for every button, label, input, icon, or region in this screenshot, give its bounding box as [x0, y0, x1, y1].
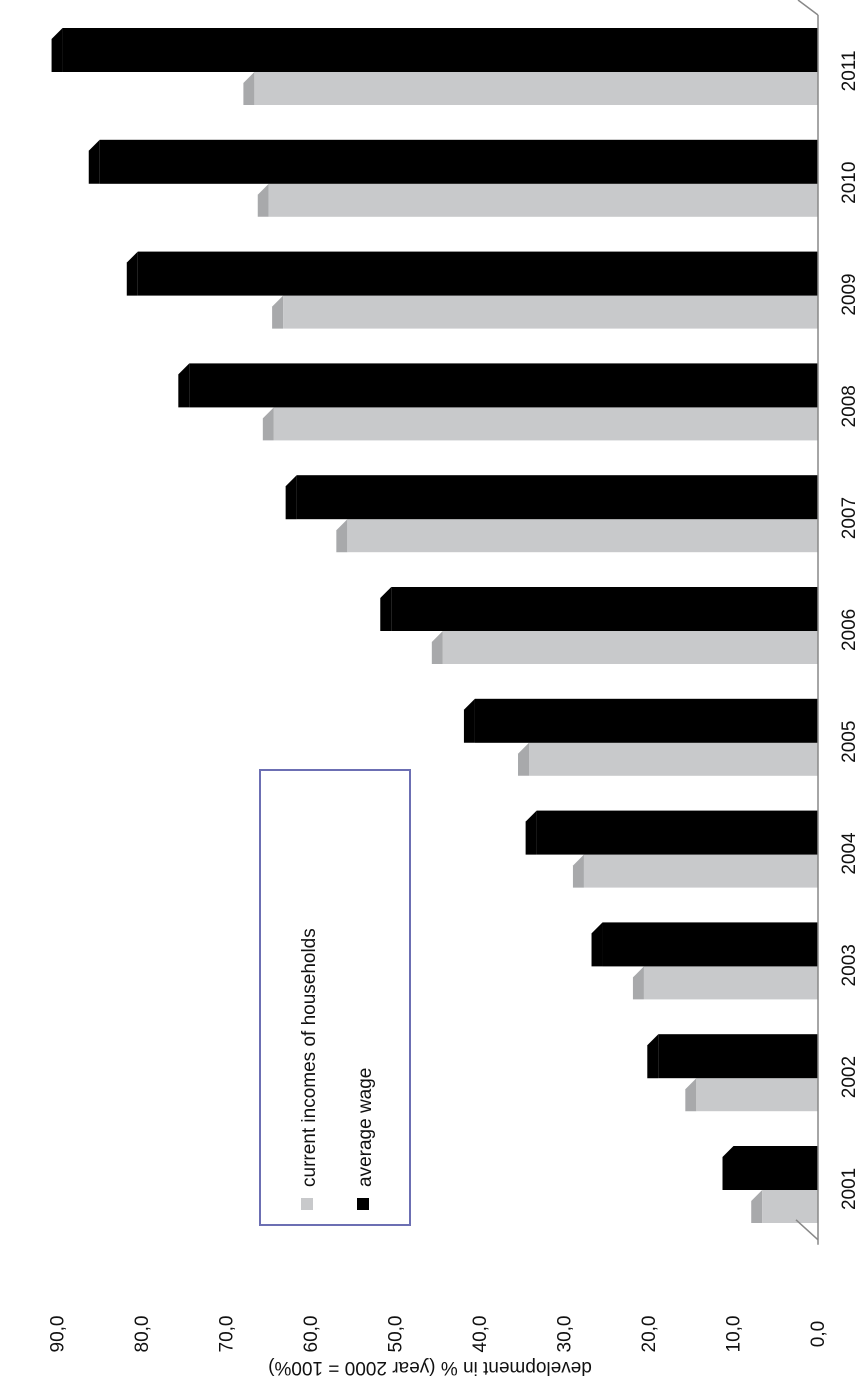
value-tick-label: 10,0 — [724, 1316, 745, 1353]
bar-households-face-2010 — [268, 183, 818, 217]
bar-households-side-2007 — [336, 519, 348, 553]
bar-households-side-2002 — [685, 1078, 697, 1112]
value-tick-label: 30,0 — [555, 1316, 576, 1353]
bar-wage-side-2003 — [591, 922, 603, 967]
value-tick-label: 50,0 — [386, 1316, 407, 1353]
bar-wage-face-2002 — [658, 1034, 818, 1079]
bar-households-side-2004 — [572, 854, 584, 888]
legend-swatch-households — [301, 1198, 313, 1210]
bar-wage-face-2003 — [602, 922, 818, 967]
bar-wage-face-2008 — [189, 363, 818, 408]
category-label-2006: 2006 — [839, 609, 860, 651]
bar-households-face-2006 — [442, 631, 818, 664]
bar-households-face-2004 — [583, 854, 818, 888]
category-label-2008: 2008 — [839, 385, 860, 427]
bar-households-side-2001 — [751, 1190, 763, 1223]
bar-households-face-2005 — [529, 742, 818, 776]
category-label-2001: 2001 — [839, 1168, 860, 1210]
bar-wage-face-2007 — [296, 475, 818, 520]
value-tick-label: 80,0 — [132, 1316, 153, 1353]
value-tick-label: 20,0 — [639, 1316, 660, 1353]
category-label-2009: 2009 — [839, 273, 860, 315]
value-tick-label: 70,0 — [217, 1316, 238, 1353]
category-label-2011: 2011 — [839, 50, 860, 91]
value-tick-label: 90,0 — [48, 1316, 69, 1353]
category-label-2004: 2004 — [839, 832, 860, 875]
bar-wage-face-2004 — [536, 810, 818, 855]
bar-wage-side-2007 — [285, 475, 297, 520]
bar-households-side-2003 — [632, 966, 644, 1000]
value-tick-label: 0,0 — [808, 1321, 829, 1347]
bar-wage-face-2011 — [62, 28, 818, 72]
bar-wage-face-2009 — [137, 251, 818, 296]
bar-households-side-2009 — [272, 295, 284, 329]
legend: current incomes of households average wa… — [259, 769, 411, 1226]
bar-households-face-2008 — [273, 407, 818, 441]
legend-swatch-average-wage — [357, 1198, 369, 1210]
value-tick-label: 60,0 — [301, 1316, 322, 1353]
bars-layer — [51, 28, 818, 1223]
bar-wage-side-2004 — [525, 810, 537, 855]
bar-households-face-2001 — [762, 1190, 818, 1223]
bar-households-side-2008 — [262, 407, 274, 441]
labels-layer: 2001 2002 2003 2004 2005 2006 2007 2008 2009 2010… — [48, 50, 861, 1352]
bar-households-side-2005 — [518, 742, 530, 776]
bar-wage-side-2005 — [463, 698, 475, 743]
legend-label-average-wage: average wage — [355, 1068, 376, 1187]
bar-households-face-2011 — [254, 72, 818, 105]
bar-wage-face-2006 — [391, 587, 818, 631]
category-label-2007: 2007 — [839, 497, 860, 539]
y-axis-title: development in % (year 2000 = 100%) — [268, 1357, 592, 1378]
bar-wage-face-2005 — [474, 698, 818, 743]
bar-wage-side-2008 — [178, 363, 190, 408]
bar-households-side-2011 — [243, 72, 255, 105]
legend-box — [259, 769, 411, 1226]
bar-households-face-2002 — [696, 1078, 818, 1112]
bar-wage-side-2011 — [51, 28, 63, 72]
axis-slant-bottom — [795, 1219, 819, 1241]
bar-households-side-2006 — [431, 631, 443, 664]
bar-households-face-2003 — [643, 966, 818, 1000]
category-label-2005: 2005 — [839, 721, 860, 763]
bar-households-face-2009 — [283, 295, 818, 329]
bar-households-side-2010 — [257, 183, 269, 217]
bar-wage-side-2010 — [88, 139, 100, 184]
bar-wage-side-2009 — [126, 251, 138, 296]
category-label-2002: 2002 — [839, 1056, 860, 1098]
legend-label-households: current incomes of households — [299, 928, 320, 1187]
bar-wage-side-2006 — [380, 587, 392, 631]
bar-wage-face-2001 — [733, 1146, 818, 1190]
bar-households-face-2007 — [347, 519, 818, 553]
bar-wage-side-2002 — [647, 1034, 659, 1079]
axis-layer — [795, 0, 819, 1245]
axis-slant-top — [797, 0, 819, 16]
category-label-2003: 2003 — [839, 944, 860, 986]
bar-wage-face-2010 — [99, 139, 818, 184]
category-label-2010: 2010 — [839, 162, 860, 204]
bar-wage-side-2001 — [722, 1146, 734, 1190]
value-tick-label: 40,0 — [470, 1316, 491, 1353]
